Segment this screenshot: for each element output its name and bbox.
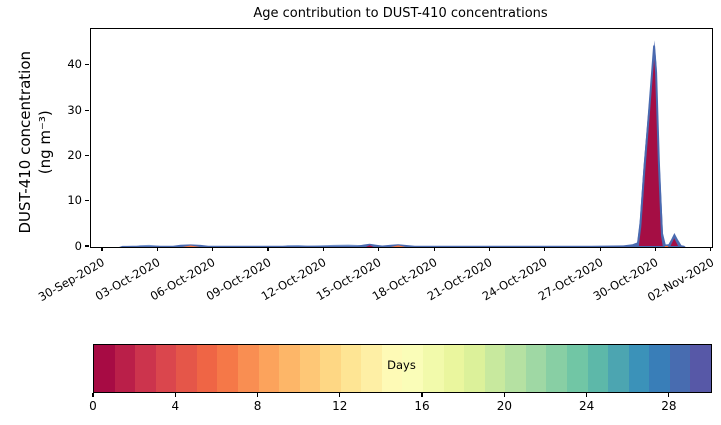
- colorbar-tick-label: 0: [89, 399, 97, 413]
- colorbar-label: Days: [387, 358, 416, 372]
- age-spot-orange-04-oct: [182, 245, 200, 247]
- colorbar-segment-day-3: [155, 345, 177, 392]
- y-tick-label: 0: [74, 238, 82, 253]
- y-axis-label-line1: DUST-410 concentration: [15, 50, 34, 234]
- y-tick-mark: [85, 109, 89, 111]
- colorbar-segment-day-19: [484, 345, 506, 392]
- y-tick-label: 40: [67, 57, 82, 72]
- colorbar-tick-label: 4: [171, 399, 180, 413]
- colorbar-segment-day-24: [587, 345, 609, 392]
- colorbar-segment-day-2: [135, 345, 156, 392]
- colorbar-segment-day-13: [361, 345, 382, 392]
- fresh-dust-sliver-14-oct: [365, 245, 374, 247]
- colorbar-tick-mark: [256, 393, 259, 397]
- fresh-dust-small-bump-31-oct: [668, 235, 681, 247]
- x-tick-mark: [322, 247, 324, 251]
- colorbar-tick-label: 20: [496, 399, 512, 413]
- x-tick-mark: [654, 247, 657, 251]
- colorbar-tick-mark: [174, 393, 176, 397]
- x-tick-mark: [212, 247, 214, 251]
- colorbar-segment-day-9: [279, 345, 300, 392]
- colorbar-tick-mark: [586, 393, 588, 397]
- colorbar-segment-day-20: [505, 345, 526, 392]
- colorbar-segment-day-5: [196, 345, 218, 392]
- x-tick-mark: [267, 247, 269, 251]
- colorbar-segment-day-16: [423, 345, 444, 392]
- colorbar-segment-day-4: [176, 345, 197, 392]
- colorbar-tick-mark: [339, 393, 341, 397]
- x-tick-mark: [378, 247, 380, 251]
- x-tick-mark: [156, 247, 158, 251]
- old-age-envelope-blue: [119, 40, 686, 247]
- colorbar-segment-day-11: [320, 345, 341, 392]
- colorbar-segment-day-22: [546, 345, 567, 392]
- colorbar-tick-mark: [668, 393, 670, 397]
- colorbar-tick-mark: [421, 393, 423, 397]
- colorbar-segment-day-14: [381, 345, 403, 392]
- colorbar-segment-day-17: [443, 345, 465, 392]
- colorbar-segment-day-26: [628, 345, 650, 392]
- colorbar-segment-day-29: [690, 345, 711, 392]
- colorbar-segment-day-27: [649, 345, 670, 392]
- x-tick-mark: [544, 247, 546, 251]
- colorbar-tick-label: 16: [414, 399, 430, 413]
- colorbar-segment-day-12: [340, 345, 362, 392]
- colorbar-tick-label: 12: [332, 399, 348, 413]
- y-tick-mark: [85, 64, 89, 66]
- x-tick-mark: [488, 247, 491, 251]
- colorbar-segment-day-8: [258, 345, 280, 392]
- y-tick-mark: [85, 154, 89, 156]
- colorbar-segment-day-15: [402, 345, 423, 392]
- colorbar-segment-day-21: [525, 345, 547, 392]
- x-tick-mark: [433, 247, 435, 251]
- x-tick-mark: [599, 247, 601, 251]
- colorbar-segment-day-28: [669, 345, 691, 392]
- colorbar-tick-label: 24: [578, 399, 595, 413]
- colorbar-tick-label: 8: [253, 399, 262, 413]
- colorbar-segment-day-7: [237, 345, 259, 392]
- colorbar-segment-day-6: [217, 345, 238, 392]
- chart-title: Age contribution to DUST-410 concentrati…: [253, 6, 548, 21]
- stacked-area-plot: [119, 40, 686, 247]
- y-tick-label: 20: [67, 147, 82, 162]
- y-tick-mark: [85, 245, 89, 247]
- colorbar-tick-mark: [92, 393, 94, 397]
- colorbar-segment-day-0: [94, 345, 115, 392]
- y-tick-mark: [85, 200, 89, 202]
- plot-area: [90, 28, 713, 248]
- fresh-dust-main-spike-30-oct: [636, 45, 665, 247]
- colorbar-segment-day-25: [608, 345, 629, 392]
- colorbar: [93, 344, 712, 393]
- colorbar-tick-mark: [503, 393, 505, 397]
- colorbar-segment-day-23: [566, 345, 588, 392]
- colorbar-segment-day-10: [299, 345, 321, 392]
- colorbar-segment-day-18: [464, 345, 485, 392]
- y-tick-label: 10: [67, 193, 82, 208]
- x-tick-mark: [101, 247, 103, 251]
- x-tick-mark: [710, 247, 712, 251]
- colorbar-segment-day-1: [114, 345, 136, 392]
- y-tick-label: 30: [67, 102, 82, 117]
- age-spot-orange-16-oct: [390, 245, 406, 247]
- colorbar-tick-label: 28: [661, 399, 677, 413]
